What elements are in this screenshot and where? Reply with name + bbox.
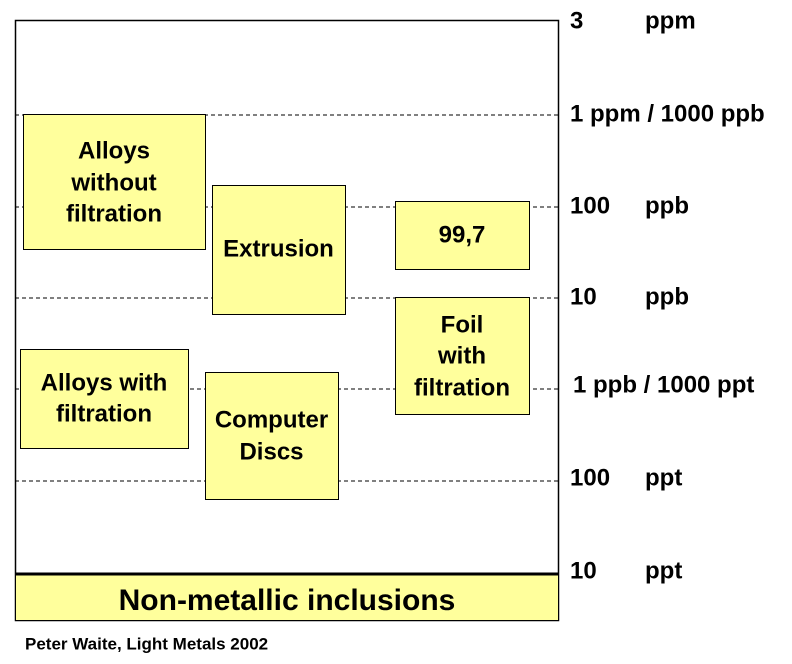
box-text: Alloys <box>78 137 150 164</box>
box-text: Foil <box>441 311 484 338</box>
scale-unit: ppm <box>645 7 696 34</box>
scale-number: 100 <box>570 464 610 491</box>
scale-unit: ppt <box>645 557 682 584</box>
scale-number: 10 <box>570 283 597 310</box>
box-text: filtration <box>56 400 152 427</box>
box-text: Discs <box>239 438 303 465</box>
scale-number: 100 <box>570 192 610 219</box>
box-text: 99,7 <box>439 221 486 248</box>
box <box>212 185 346 315</box>
box-text: Alloys with <box>41 369 168 396</box>
box-text: Extrusion <box>223 235 334 262</box>
box-text: with <box>437 342 486 369</box>
scale-number: 10 <box>570 557 597 584</box>
scale-number: 3 <box>570 7 583 34</box>
box-text: filtration <box>414 374 510 401</box>
box <box>205 372 339 500</box>
scale-label: 1 ppb / 1000 ppt <box>573 371 754 398</box>
box <box>395 201 530 270</box>
footer-bar <box>16 574 558 620</box>
scale-unit: ppb <box>645 283 689 310</box>
scale-unit: ppt <box>645 464 682 491</box>
source: Peter Waite, Light Metals 2002 <box>25 634 268 653</box>
footer-title: Non-metallic inclusions <box>119 584 456 617</box>
box-text: Computer <box>215 406 328 433</box>
box-text: without <box>70 169 156 196</box>
box <box>20 349 189 449</box>
box-text: filtration <box>66 200 162 227</box>
box <box>395 297 530 415</box>
scale-unit: ppb <box>645 192 689 219</box>
box <box>23 114 206 250</box>
scale-label: 1 ppm / 1000 ppb <box>570 100 765 127</box>
